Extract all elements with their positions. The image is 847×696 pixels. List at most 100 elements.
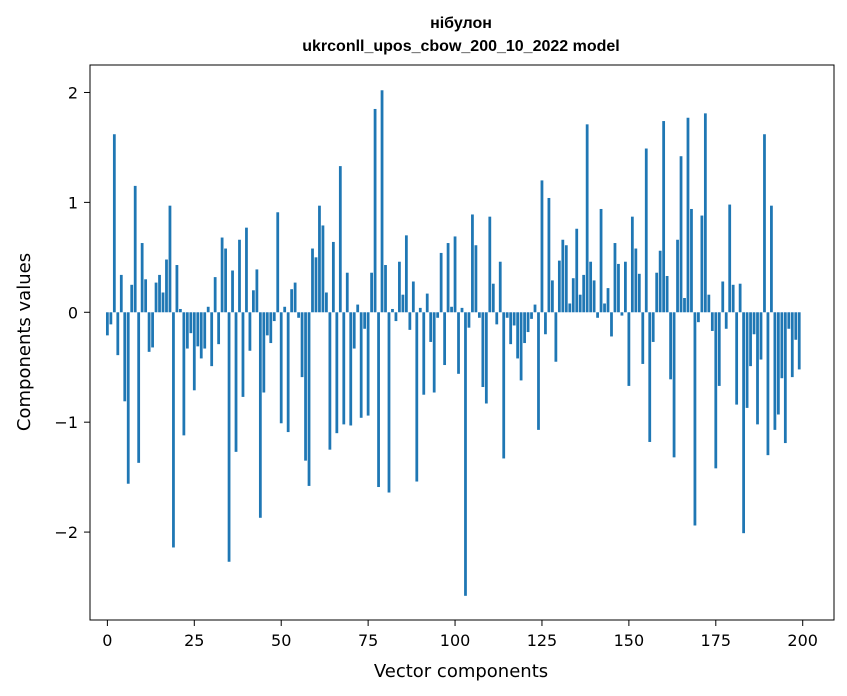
chart-subtitle: ukrconll_upos_cbow_200_10_2022 model xyxy=(302,38,619,55)
bar xyxy=(544,312,547,335)
bar xyxy=(679,156,683,313)
bar xyxy=(780,312,784,379)
bar xyxy=(311,248,314,313)
bar xyxy=(787,312,791,329)
bar xyxy=(182,312,186,436)
bar xyxy=(481,312,485,388)
bar xyxy=(745,312,749,408)
bar xyxy=(495,312,499,325)
bar xyxy=(502,312,506,459)
y-tick-label: 1 xyxy=(68,193,78,212)
bar xyxy=(411,281,415,313)
x-tick-label: 50 xyxy=(271,631,291,650)
bar xyxy=(422,312,426,395)
bar xyxy=(644,148,648,313)
bar xyxy=(338,166,342,313)
y-tick-label: −2 xyxy=(54,523,78,542)
bar xyxy=(290,289,294,313)
bar xyxy=(265,312,269,336)
bar xyxy=(752,312,756,335)
bar xyxy=(147,312,151,352)
bar xyxy=(359,312,363,418)
bar xyxy=(391,308,394,313)
bar xyxy=(151,312,154,348)
bar xyxy=(662,121,666,313)
bar xyxy=(592,280,596,313)
bar xyxy=(436,312,440,318)
bar xyxy=(721,281,725,313)
bar xyxy=(206,306,210,313)
bar xyxy=(756,312,759,425)
bar xyxy=(516,312,520,359)
bar xyxy=(168,205,172,313)
bar xyxy=(766,312,770,456)
bar xyxy=(672,312,676,458)
chart-title: нібулон xyxy=(430,15,492,32)
bar xyxy=(641,312,645,364)
y-tick-label: −1 xyxy=(54,413,78,432)
y-tick-label: 2 xyxy=(68,83,78,102)
bar xyxy=(770,205,773,313)
bar xyxy=(432,312,436,393)
bar xyxy=(620,312,624,316)
bar xyxy=(467,312,471,328)
bar xyxy=(491,283,495,313)
bar xyxy=(627,312,631,386)
x-tick-label: 25 xyxy=(184,631,204,650)
bar xyxy=(783,312,787,444)
x-tick-label: 150 xyxy=(614,631,645,650)
bar xyxy=(571,278,575,313)
bar xyxy=(335,312,339,434)
bar xyxy=(551,280,554,313)
x-axis-ticks: 0 25 50 75 100 125 150 175 200 xyxy=(102,620,818,650)
bar xyxy=(196,312,200,347)
bar xyxy=(471,214,474,313)
bar xyxy=(776,312,780,415)
bars-group xyxy=(105,90,801,596)
bar xyxy=(119,274,123,313)
bar xyxy=(210,312,214,367)
bar xyxy=(683,297,686,313)
bar xyxy=(505,312,509,318)
bar xyxy=(252,290,255,313)
bar xyxy=(637,273,641,313)
bar xyxy=(144,279,148,313)
bar xyxy=(749,312,752,367)
bar xyxy=(165,259,168,313)
bar xyxy=(328,312,332,450)
bar xyxy=(450,306,453,313)
bar xyxy=(130,284,134,313)
bar xyxy=(352,312,356,349)
bar xyxy=(540,180,544,313)
bar xyxy=(394,312,398,322)
bar xyxy=(554,312,558,362)
bar xyxy=(373,108,377,313)
bar xyxy=(248,312,252,351)
bar xyxy=(624,261,627,313)
bar xyxy=(189,312,193,334)
bar xyxy=(446,243,450,313)
bar xyxy=(460,307,464,313)
bar xyxy=(349,312,353,426)
bar xyxy=(217,312,221,345)
bar xyxy=(557,260,561,313)
bar xyxy=(533,304,537,313)
bar xyxy=(408,312,412,330)
bar xyxy=(453,236,457,313)
bar xyxy=(630,216,634,313)
bar xyxy=(286,312,290,433)
bar xyxy=(589,261,593,313)
x-tick-label: 175 xyxy=(701,631,732,650)
bar xyxy=(300,312,304,378)
bar xyxy=(133,185,137,313)
bar xyxy=(665,276,669,313)
bar xyxy=(377,312,380,488)
bar xyxy=(387,312,391,493)
bar xyxy=(342,312,346,425)
bar xyxy=(509,312,513,345)
bar xyxy=(443,312,447,366)
bar xyxy=(283,306,287,313)
bar xyxy=(710,312,714,331)
bar xyxy=(154,282,158,313)
bar xyxy=(325,292,328,313)
